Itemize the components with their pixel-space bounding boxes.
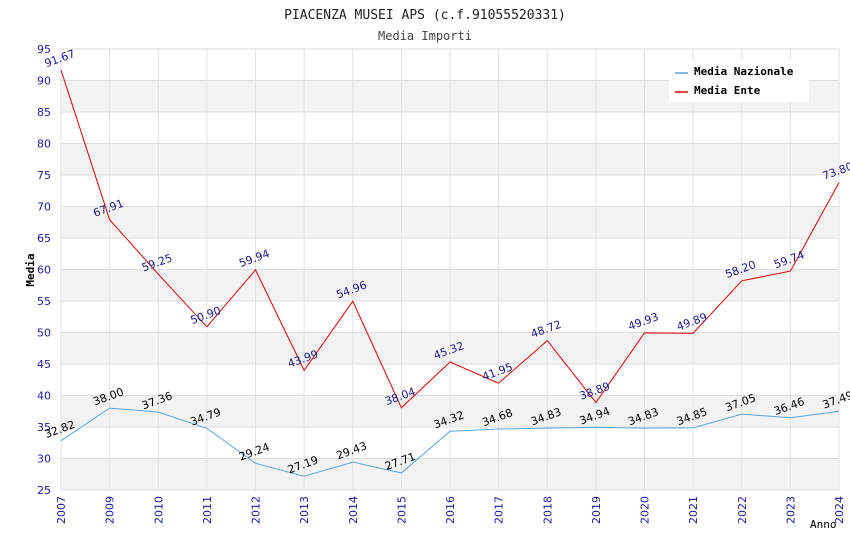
x-tick-label: 2009 xyxy=(104,496,117,524)
x-tick-label: 2013 xyxy=(298,496,311,524)
legend: Media Nazionale Media Ente xyxy=(669,60,809,102)
y-tick-label: 30 xyxy=(37,453,51,466)
series-lines xyxy=(60,69,840,477)
x-tick-label: 2012 xyxy=(250,496,263,524)
y-axis-label: Media xyxy=(24,253,37,286)
y-tick-label: 80 xyxy=(37,138,51,151)
y-tick-label: 65 xyxy=(37,232,51,245)
legend-label-nazionale: Media Nazionale xyxy=(694,65,794,78)
y-tick-label: 75 xyxy=(37,169,51,182)
chart-title: PIACENZA MUSEI APS (c.f.91055520331) xyxy=(284,8,566,23)
y-tick-label: 50 xyxy=(37,327,51,340)
x-tick-label: 2010 xyxy=(152,496,165,524)
x-tick-label: 2015 xyxy=(395,496,408,524)
y-tick-label: 25 xyxy=(37,484,51,497)
legend-label-ente: Media Ente xyxy=(694,84,761,97)
y-tick-label: 70 xyxy=(37,201,51,214)
x-axis-label: Anno xyxy=(810,518,837,531)
x-tick-label: 2022 xyxy=(736,496,749,524)
x-tick-label: 2021 xyxy=(687,496,700,524)
chart-subtitle: Media Importi xyxy=(378,29,472,43)
grid-lines xyxy=(60,48,840,491)
y-tick-label: 90 xyxy=(37,75,51,88)
y-tick-label: 85 xyxy=(37,106,51,119)
y-axis-ticks: 25 30 35 40 45 50 55 60 65 70 75 80 85 90 95 xyxy=(37,43,51,497)
x-tick-label: 2023 xyxy=(784,496,797,524)
y-tick-label: 55 xyxy=(37,295,51,308)
x-axis-ticks: 2007 2009 2010 2011 2012 2013 2014 2015 2016 2017… xyxy=(55,496,846,524)
x-tick-label: 2019 xyxy=(590,496,603,524)
x-tick-label: 2007 xyxy=(55,496,68,524)
x-tick-label: 2018 xyxy=(541,496,554,524)
y-tick-label: 95 xyxy=(37,43,51,56)
x-tick-label: 2011 xyxy=(201,496,214,524)
y-tick-label: 35 xyxy=(37,421,51,434)
x-tick-label: 2017 xyxy=(493,496,506,524)
y-tick-label: 40 xyxy=(37,390,51,403)
x-tick-label: 2020 xyxy=(639,496,652,524)
series-line-ente xyxy=(60,69,840,409)
x-tick-label: 2024 xyxy=(833,496,846,524)
legend-box xyxy=(669,60,809,102)
x-tick-label: 2014 xyxy=(347,496,360,524)
series-line-nazionale xyxy=(60,407,840,477)
y-tick-label: 45 xyxy=(37,358,51,371)
x-tick-label: 2016 xyxy=(444,496,457,524)
y-tick-label: 60 xyxy=(37,264,51,277)
